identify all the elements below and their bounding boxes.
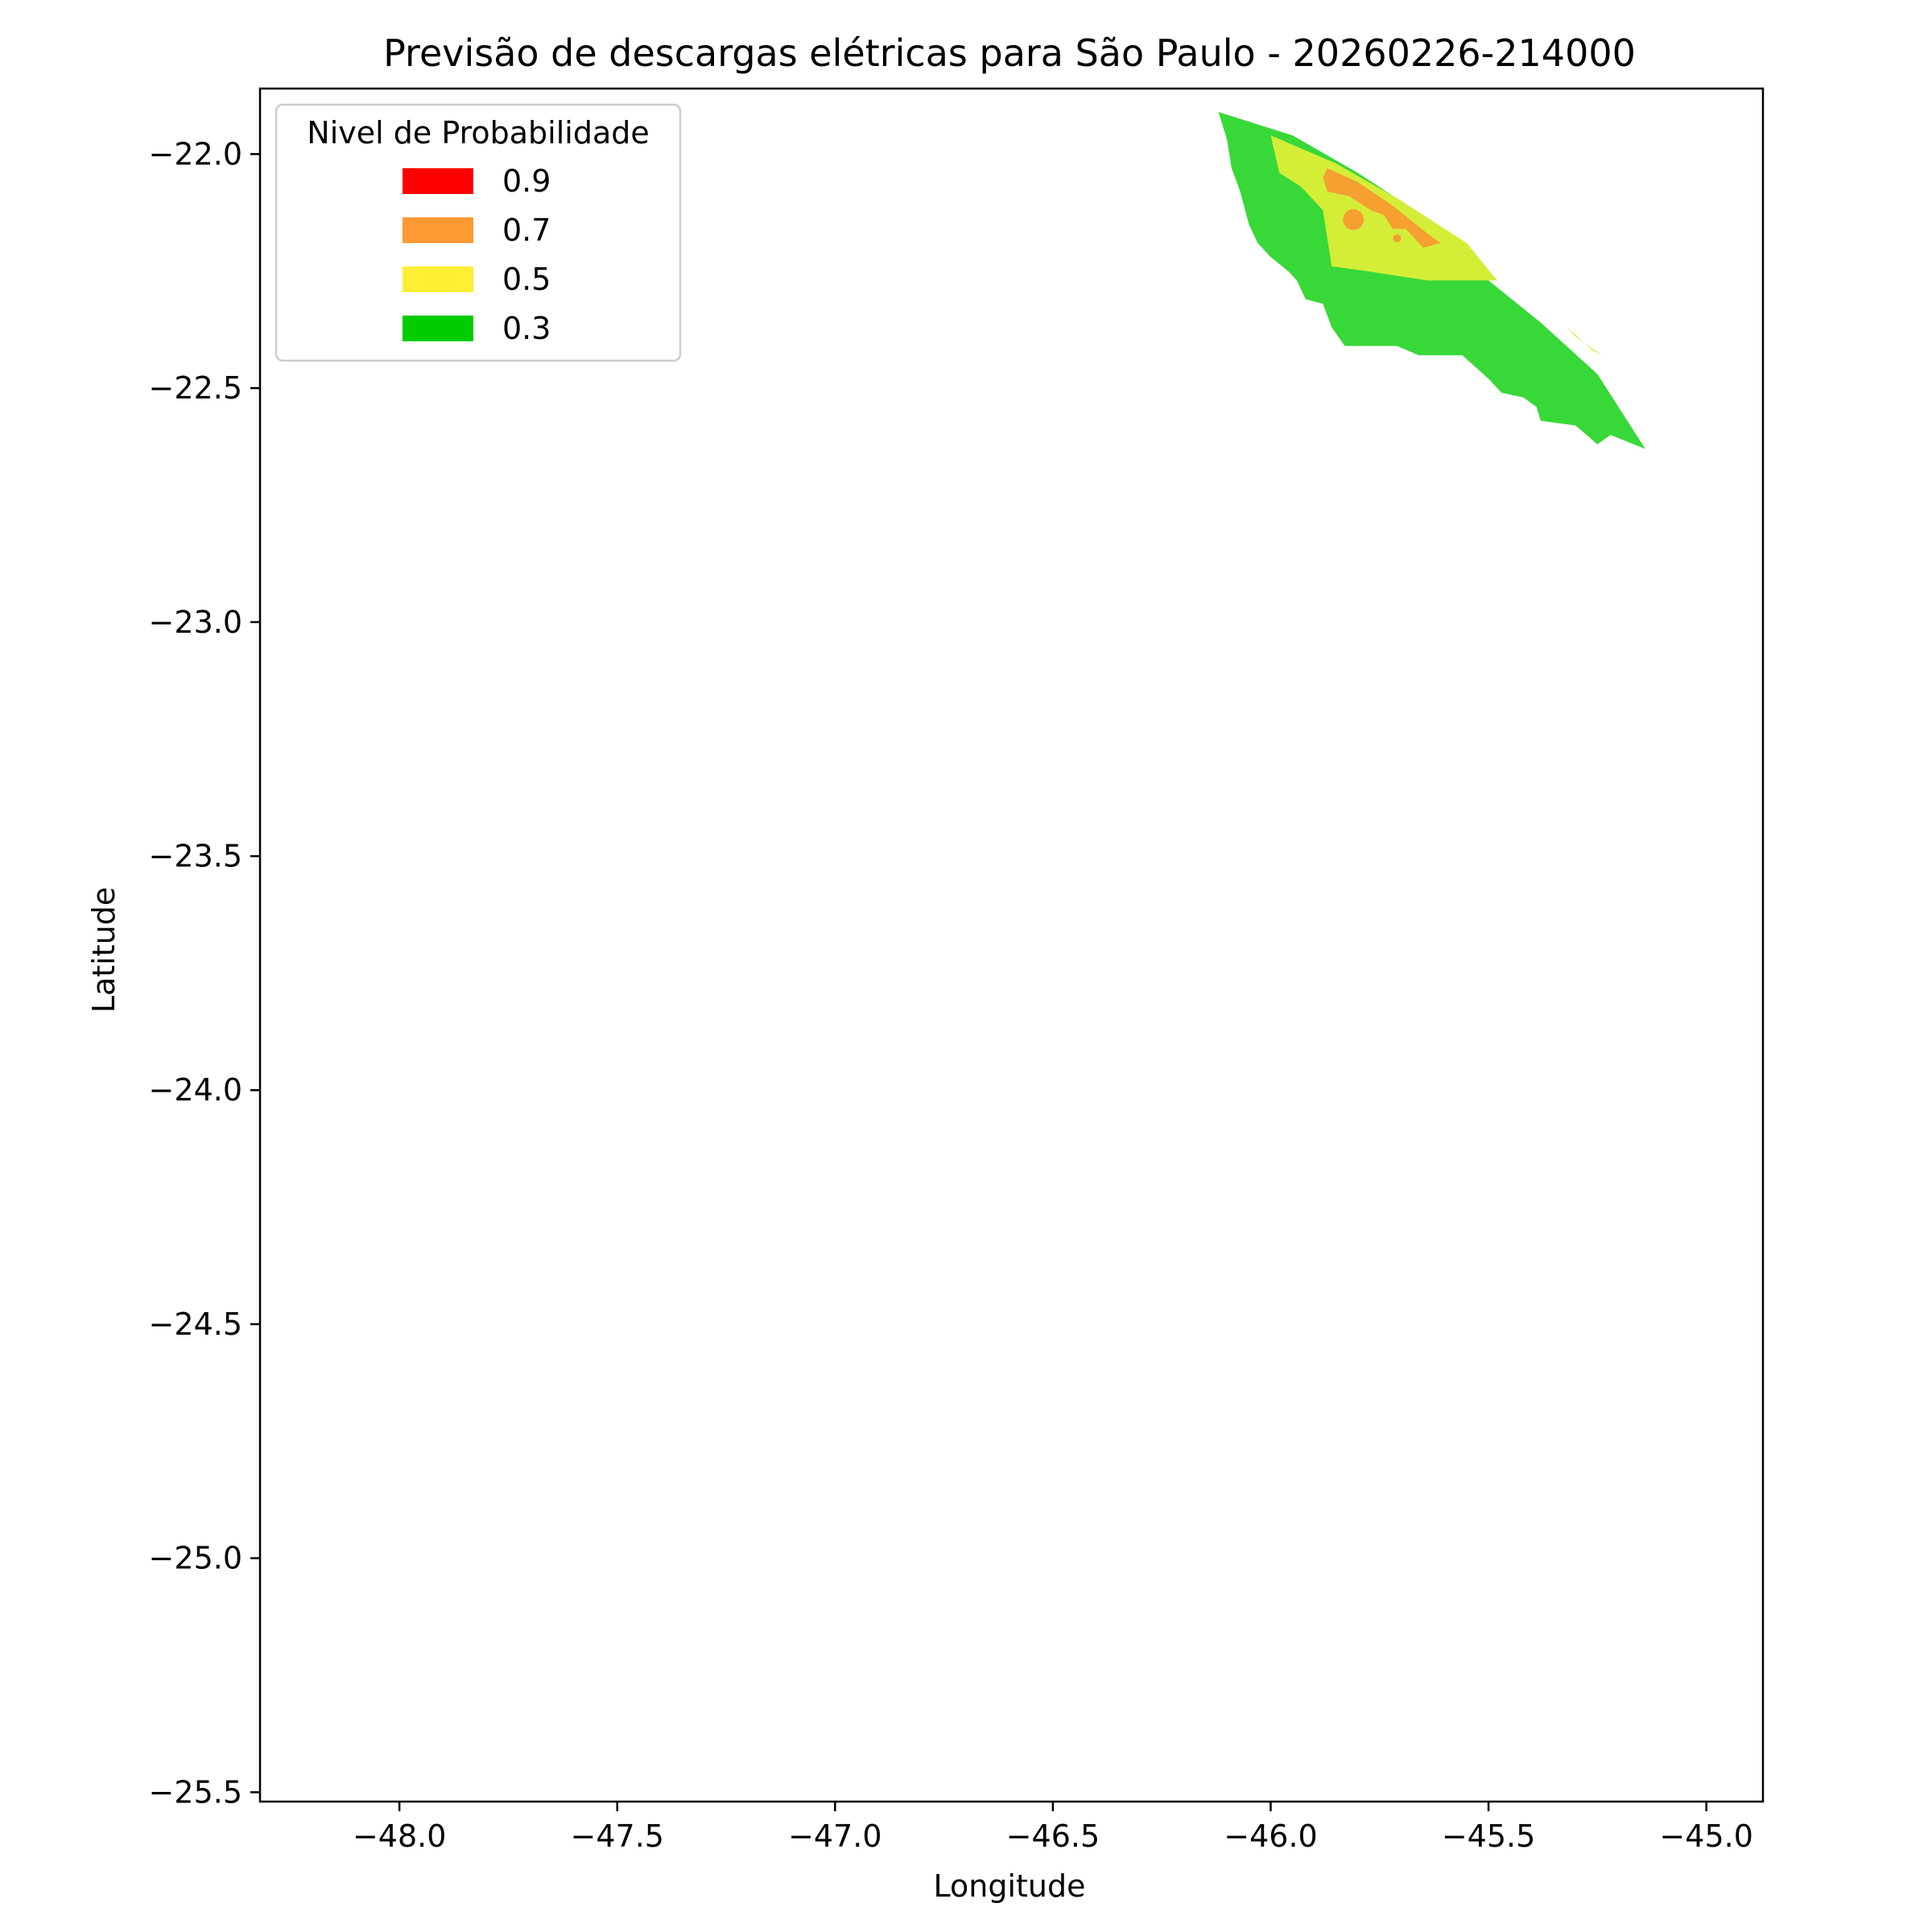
x-axis-title: Longitude — [934, 1868, 1086, 1904]
legend-label-2: 0.5 — [502, 262, 551, 297]
y-tick-label-4: −24.0 — [149, 1072, 242, 1108]
legend-frame — [275, 103, 682, 362]
legend-label-3: 0.3 — [502, 311, 551, 346]
chart-title: Previsão de descargas elétricas para São… — [383, 31, 1636, 75]
y-tick-label-2: −23.0 — [149, 605, 242, 640]
x-tick-label-6: −45.0 — [1659, 1818, 1752, 1854]
legend-label-0: 0.9 — [502, 163, 551, 199]
probability-marker-1 — [1393, 234, 1402, 243]
y-axis-title: Latitude — [86, 887, 122, 1013]
probability-markers — [1343, 208, 1402, 243]
plot-frame — [258, 87, 1765, 1803]
x-tick-label-1: −47.5 — [571, 1818, 664, 1854]
x-axis: −48.0 −47.5 −47.0 −46.5 −46.0 −45.5 −45.0 — [353, 1802, 1753, 1854]
legend: Nivel de Probabilidade 0.9 0.7 0.5 0.3 — [275, 103, 682, 362]
legend-swatch-3 — [402, 316, 473, 341]
probability-marker-0 — [1343, 208, 1364, 230]
legend-label-1: 0.7 — [502, 213, 551, 248]
legend-swatch-2 — [402, 266, 473, 292]
y-tick-label-7: −25.5 — [149, 1774, 242, 1810]
legend-swatch-0 — [402, 168, 473, 194]
legend-swatch-1 — [402, 217, 473, 243]
x-tick-label-4: −46.0 — [1224, 1818, 1317, 1854]
y-axis: −22.0 −22.5 −23.0 −23.5 −24.0 −24.5 −25.0 −25.5 — [149, 136, 260, 1810]
y-tick-label-3: −23.5 — [149, 839, 242, 874]
x-tick-label-2: −47.0 — [788, 1818, 881, 1854]
region-level-0-7-3 — [1323, 167, 1441, 248]
y-tick-label-1: −22.5 — [149, 370, 242, 406]
x-tick-label-3: −46.5 — [1006, 1818, 1100, 1854]
y-tick-label-5: −24.5 — [149, 1307, 242, 1342]
legend-entries: 0.9 0.7 0.5 0.3 — [402, 163, 551, 346]
y-tick-label-6: −25.0 — [149, 1541, 242, 1576]
probability-regions — [1218, 112, 1645, 449]
plot-area — [258, 87, 1765, 1803]
legend-title: Nivel de Probabilidade — [307, 115, 649, 151]
x-tick-label-5: −45.5 — [1442, 1818, 1535, 1854]
y-tick-label-0: −22.0 — [149, 136, 242, 171]
x-tick-label-0: −48.0 — [353, 1818, 446, 1854]
